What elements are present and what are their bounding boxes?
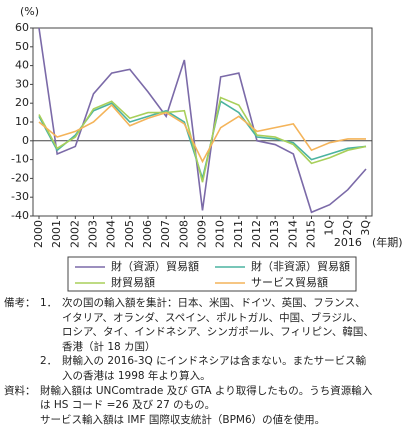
note-line: は HS コード =26 及び 27 のもの。 [40, 399, 216, 412]
note-item: 2． 財輸入の 2016-3Q にインドネシアは含まない。またサービス輸 入の香港は… [40, 354, 374, 383]
x-tick-label: 2010 [214, 220, 227, 248]
x-tick-label: 2Q [341, 220, 354, 236]
notes: 備考： 1． 次の国の輸入額を集計：日本、米国、ドイツ、英国、フランス、 イタリア、オ… [4, 296, 410, 427]
series-line [38, 96, 367, 183]
note-body: 1． 次の国の輸入額を集計：日本、米国、ドイツ、英国、フランス、 イタリア、オランダ… [40, 296, 374, 384]
x-tick-label: 2007 [159, 220, 172, 248]
note-number: 1． [40, 297, 58, 309]
y-tick-label: -30 [11, 190, 29, 203]
note-line: 財輸入の 2016-3Q にインドネシアは含まない。またサービス輸 [62, 355, 367, 368]
y-tick-label: 0 [22, 134, 29, 147]
note-line: ロシア、タイ、インドネシア、シンガポール、フィリピン、韓国、 [62, 326, 374, 339]
note-block: 資料： 財輸入額は UNComtrade 及び GTA より取得したもの。うち資源… [4, 384, 410, 428]
x-tick-label: 2005 [123, 220, 136, 248]
legend-label: 財（非資源）貿易額 [251, 259, 350, 273]
series-line [38, 100, 367, 182]
series-line [38, 103, 366, 164]
legend-label: サービス貿易額 [251, 276, 328, 289]
x-tick-label: 2000 [32, 220, 45, 248]
x-tick-label: 2004 [105, 220, 118, 248]
note-line: サービス輸入額は IMF 国際収支統計（BPM6）の値を使用。 [40, 413, 326, 426]
y-tick-label: 60 [15, 21, 29, 34]
x-group-label: 2016 [334, 236, 362, 249]
y-tick-label: 20 [15, 96, 29, 109]
x-tick-label: 3Q [359, 220, 372, 236]
note-item: 1． 次の国の輸入額を集計：日本、米国、ドイツ、英国、フランス、 イタリア、オランダ… [40, 296, 374, 354]
note-label: 備考： [4, 297, 36, 309]
x-tick-label: 2013 [268, 220, 281, 248]
y-axis-label: (%) [20, 5, 39, 18]
y-tick-label: -20 [11, 171, 29, 184]
note-lines: 次の国の輸入額を集計：日本、米国、ドイツ、英国、フランス、 イタリア、オランダ、ス… [62, 296, 374, 354]
note-lines: 財輸入の 2016-3Q にインドネシアは含まない。またサービス輸 入の香港は 1… [62, 354, 366, 383]
note-line: 次の国の輸入額を集計：日本、米国、ドイツ、英国、フランス、 [62, 297, 366, 309]
x-tick-label: 2009 [196, 220, 209, 248]
note-number: 2． [40, 355, 58, 368]
x-tick-label: 2011 [232, 220, 245, 248]
note-label: 資料： [4, 384, 36, 397]
y-tick-label: 40 [15, 59, 29, 72]
x-tick-label: 1Q [323, 220, 336, 236]
legend-label: 財（資源）貿易額 [111, 259, 199, 273]
x-tick-label: 2014 [286, 220, 299, 248]
y-tick-label: 30 [15, 77, 29, 90]
legend-label: 財貿易額 [111, 275, 155, 289]
note-line: 財輸入額は UNComtrade 及び GTA より取得したもの。うち資源輸入 [40, 384, 373, 397]
note-block: 備考： 1． 次の国の輸入額を集計：日本、米国、ドイツ、英国、フランス、 イタリア、オ… [4, 296, 410, 384]
x-tick-label: 2006 [141, 220, 154, 248]
series-line [38, 27, 367, 214]
x-axis-label: (年期) [372, 235, 403, 249]
note-line: 香港（計 18 カ国） [62, 340, 156, 353]
x-tick-label: 2002 [68, 220, 81, 248]
x-tick-label: 2008 [177, 220, 190, 248]
y-tick-label: -10 [11, 153, 29, 166]
note-body: 財輸入額は UNComtrade 及び GTA より取得したもの。うち資源輸入は… [40, 384, 372, 428]
note-line: イタリア、オランダ、スペイン、ポルトガル、中国、ブラジル、 [62, 311, 363, 324]
y-tick-label: -40 [11, 209, 29, 222]
x-tick-label: 2003 [87, 220, 100, 248]
x-tick-label: 2015 [305, 220, 318, 248]
x-tick-label: 2012 [250, 220, 263, 248]
chart: (%) (年期) -40 -30 -20 -10 0 10 20 30 40 50 60 2000 20… [11, 5, 403, 292]
y-tick-label: 10 [15, 115, 29, 128]
x-tick-label: 2001 [50, 220, 63, 248]
note-line: 入の香港は 1998 年より算入。 [62, 369, 211, 382]
legend-box [67, 256, 357, 292]
y-tick-label: 50 [15, 40, 29, 53]
